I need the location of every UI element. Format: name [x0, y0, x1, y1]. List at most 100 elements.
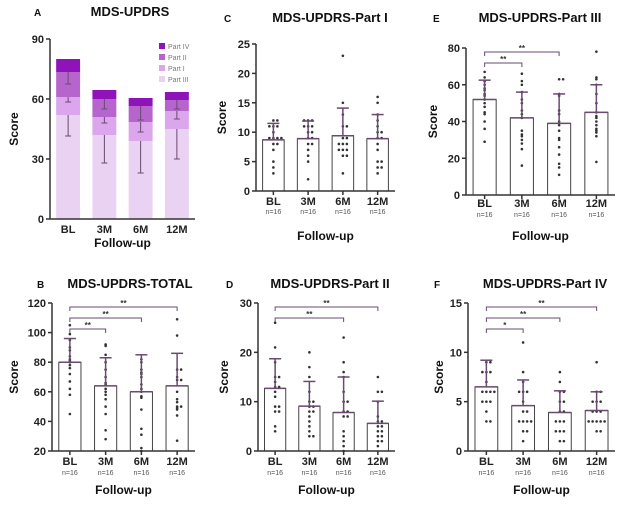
- data-point: [558, 439, 562, 443]
- significance-label: *: [503, 321, 507, 330]
- data-point: [521, 439, 525, 443]
- n-label: n=16: [370, 470, 386, 477]
- significance-bracket: [485, 306, 598, 311]
- panel-A: A MDS-UPDRS Part IV Part II Part I Part III 0 3…: [7, 4, 195, 250]
- data-point: [140, 394, 143, 398]
- data-point: [68, 380, 72, 383]
- panel-label: D: [226, 280, 233, 291]
- y-axis-label: Score: [7, 360, 21, 394]
- n-label: n=16: [98, 470, 114, 477]
- chart-title: MDS-UPDRS-Part II: [270, 276, 389, 291]
- significance-label: **: [120, 299, 127, 308]
- n-label: n=16: [477, 212, 493, 219]
- data-point: [489, 420, 492, 423]
- y-tick-label: 10: [238, 127, 250, 139]
- data-point: [595, 120, 598, 123]
- y-tick-label: 40: [448, 117, 460, 129]
- data-point: [489, 400, 492, 403]
- data-point: [104, 428, 107, 432]
- y-tick-label: 80: [34, 357, 46, 369]
- data-point: [308, 365, 311, 369]
- data-point: [341, 142, 345, 146]
- data-point: [380, 420, 384, 423]
- data-point: [595, 116, 598, 120]
- y-tick-label: 30: [32, 154, 44, 166]
- x-tick-label: BL: [268, 456, 283, 468]
- y-axis-label: Score: [217, 360, 231, 394]
- x-tick-label: 12M: [367, 456, 388, 468]
- data-point: [595, 76, 598, 79]
- data-point: [104, 393, 107, 397]
- y-tick-label: 20: [240, 347, 252, 359]
- data-point: [341, 154, 345, 158]
- data-point: [376, 166, 379, 169]
- data-point: [376, 160, 379, 163]
- data-point: [557, 123, 561, 127]
- data-point: [312, 434, 315, 438]
- data-point: [557, 129, 561, 132]
- data-point: [603, 420, 606, 423]
- data-point: [483, 112, 486, 116]
- data-point: [308, 429, 311, 433]
- n-label: n=16: [62, 470, 78, 477]
- x-tick-label: 6M: [335, 196, 350, 208]
- data-point: [376, 434, 380, 438]
- data-point: [557, 162, 561, 166]
- y-tick-label: 0: [246, 446, 252, 458]
- data-point: [175, 390, 179, 394]
- panel-D: D MDS-UPDRS-Part II n=16 n=16 n=16 n=16 ** ** 0 1…: [217, 276, 395, 497]
- bar: [474, 386, 499, 452]
- data-point: [595, 127, 598, 131]
- data-point: [175, 439, 179, 442]
- bar: [296, 138, 320, 192]
- significance-bracket: [274, 306, 379, 311]
- data-point: [310, 142, 314, 146]
- data-point: [68, 372, 72, 376]
- data-point: [175, 414, 179, 417]
- data-point: [342, 429, 345, 433]
- data-point: [140, 433, 143, 437]
- data-point: [380, 390, 384, 394]
- legend-label: Part II: [168, 55, 187, 62]
- data-point: [140, 408, 143, 411]
- significance-label: **: [323, 299, 330, 308]
- n-label: n=16: [133, 470, 149, 477]
- data-point: [175, 334, 179, 337]
- panel-label: B: [37, 280, 44, 291]
- data-point: [525, 420, 529, 423]
- data-point: [179, 405, 183, 408]
- data-point: [273, 425, 277, 428]
- data-point: [104, 412, 107, 416]
- data-point: [341, 101, 345, 105]
- data-point: [483, 76, 486, 79]
- data-point: [520, 147, 524, 151]
- data-point: [104, 353, 107, 357]
- bar: [129, 391, 153, 452]
- significance-label: **: [538, 299, 545, 308]
- y-tick-label: 0: [38, 214, 44, 226]
- data-point: [175, 405, 179, 408]
- chart-title: MDS-UPDRS-Part IV: [483, 276, 608, 291]
- data-point: [599, 420, 602, 423]
- data-point: [380, 166, 383, 169]
- data-point: [557, 173, 561, 177]
- bar-segment-part-i: [92, 117, 117, 135]
- significance-label: **: [306, 310, 313, 319]
- bar: [547, 122, 572, 196]
- data-point: [276, 119, 279, 122]
- bar: [58, 361, 82, 452]
- bar-segment-part-iv: [128, 98, 153, 106]
- data-point: [483, 140, 486, 144]
- data-point: [558, 380, 562, 384]
- y-tick-label: 15: [238, 98, 250, 110]
- significance-label: **: [520, 310, 527, 319]
- bar: [366, 138, 389, 192]
- data-point: [562, 429, 566, 433]
- data-point: [485, 410, 488, 413]
- data-point: [179, 378, 183, 382]
- data-point: [591, 400, 594, 403]
- bar-segment-part-iii: [164, 129, 189, 219]
- n-label: n=16: [589, 470, 605, 477]
- data-point: [342, 336, 345, 339]
- data-point: [595, 420, 598, 423]
